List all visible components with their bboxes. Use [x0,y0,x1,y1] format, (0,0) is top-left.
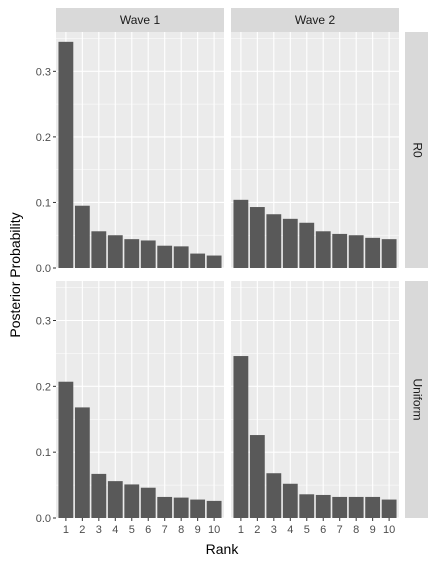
x-tick-label: 3 [96,524,102,536]
bar-r0-wave-2-rank-2 [249,207,265,268]
y-tick-label: 0.2 [36,132,51,144]
x-tick-label: 8 [178,524,184,536]
y-tick-label: 0.1 [36,197,51,209]
bar-r0-wave-2-rank-4 [282,218,298,268]
y-tick-label: 0.3 [36,66,51,78]
y-axis-title: Posterior Probability [7,212,23,337]
bar-uniform-wave-1-rank-6 [140,487,156,518]
strip-wave-2 [231,8,399,32]
bar-r0-wave-1-rank-6 [140,240,156,268]
bar-r0-wave-1-rank-8 [173,246,189,268]
x-tick-label: 7 [162,524,168,536]
bar-uniform-wave-2-rank-4 [282,483,298,518]
bar-uniform-wave-2-rank-7 [332,496,348,518]
bar-uniform-wave-1-rank-8 [173,497,189,518]
x-tick-label: 2 [254,524,260,536]
strip-label-r0: R0 [410,142,424,158]
x-tick-label: 4 [112,524,118,536]
bar-r0-wave-1-rank-9 [190,253,206,268]
bar-r0-wave-2-rank-3 [266,214,282,268]
x-tick-label: 1 [63,524,69,536]
x-tick-label: 7 [337,524,343,536]
bar-r0-wave-1-rank-7 [157,245,173,268]
x-tick-label: 3 [271,524,277,536]
bar-r0-wave-1-rank-10 [206,255,222,268]
x-tick-label: 8 [353,524,359,536]
bar-uniform-wave-2-rank-9 [365,496,381,518]
x-tick-label: 10 [208,524,220,536]
bar-uniform-wave-2-rank-8 [348,496,364,518]
bar-uniform-wave-1-rank-1 [58,381,74,518]
y-tick-label: 0.2 [36,381,51,393]
bar-r0-wave-2-rank-10 [381,239,397,268]
x-tick-label: 5 [304,524,310,536]
y-tick-label: 0.0 [36,263,51,275]
bar-r0-wave-1-rank-4 [107,235,123,268]
x-tick-label: 4 [287,524,293,536]
x-tick-label: 6 [145,524,151,536]
bar-uniform-wave-1-rank-2 [74,407,90,518]
bar-r0-wave-2-rank-6 [315,231,331,268]
bar-r0-wave-2-rank-1 [233,199,249,268]
x-tick-label: 2 [79,524,85,536]
x-tick-label: 9 [195,524,201,536]
y-tick-label: 0.1 [36,447,51,459]
bar-r0-wave-2-rank-8 [348,235,364,268]
strip-wave-1 [56,8,224,32]
x-axis-title: Rank [206,541,240,557]
y-tick-label: 0.3 [36,316,51,328]
bar-r0-wave-2-rank-9 [365,237,381,268]
x-tick-label: 9 [370,524,376,536]
bar-uniform-wave-2-rank-2 [249,435,265,518]
bar-uniform-wave-2-rank-10 [381,499,397,518]
y-tick-label: 0.0 [36,513,51,525]
strip-uniform [405,281,428,518]
strip-r0 [405,32,428,268]
bar-r0-wave-1-rank-5 [124,239,140,268]
bar-uniform-wave-1-rank-4 [107,481,123,518]
bar-uniform-wave-1-rank-7 [157,496,173,518]
x-tick-label: 6 [320,524,326,536]
bar-uniform-wave-1-rank-10 [206,500,222,518]
bar-r0-wave-1-rank-1 [58,41,74,269]
strip-label-uniform: Uniform [410,378,424,420]
strip-label-wave-1: Wave 1 [120,13,161,27]
strip-label-wave-2: Wave 2 [295,13,336,27]
x-tick-label: 5 [129,524,135,536]
bar-uniform-wave-2-rank-5 [299,494,315,518]
x-tick-label: 10 [383,524,395,536]
bar-r0-wave-2-rank-5 [299,222,315,268]
x-tick-label: 1 [238,524,244,536]
bar-uniform-wave-1-rank-3 [91,473,107,518]
bar-uniform-wave-2-rank-3 [266,473,282,518]
bar-r0-wave-1-rank-3 [91,231,107,268]
bar-uniform-wave-2-rank-1 [233,356,249,518]
bar-uniform-wave-2-rank-6 [315,494,331,518]
bar-r0-wave-1-rank-2 [74,205,90,268]
bar-uniform-wave-1-rank-9 [190,499,206,518]
bar-r0-wave-2-rank-7 [332,233,348,268]
bar-uniform-wave-1-rank-5 [124,484,140,518]
